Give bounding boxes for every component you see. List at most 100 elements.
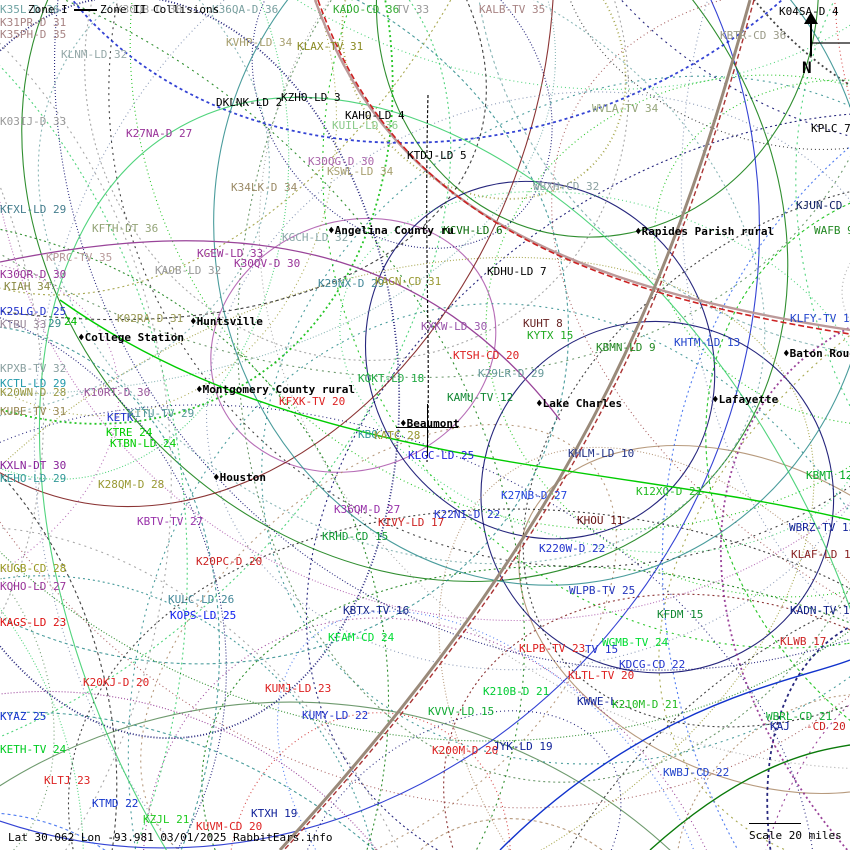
station-label: K30QB-D 30 [116,3,183,16]
station-label: WAFB 9 [814,224,850,237]
station-label: K30QR-D 30 [0,268,67,281]
station-label: K02RA-D 31 [117,312,184,325]
station-label: KETH-TV 24 [0,743,67,756]
station-label: KBTR-CD 36 [720,29,787,42]
station-label: KUVM-CD 20 [196,820,263,833]
station-label: KAGN-CD 31 [375,275,442,288]
station-label: KLFY-TV 10 [790,312,850,325]
station-label: K04SA-D 4 [779,5,839,18]
station-label: KGCH-LD 32 [282,231,349,244]
station-label: K34LK-D 34 [231,181,298,194]
city-marker: ♦Houston [213,471,266,484]
city-marker: ♦Beaumont [400,417,460,430]
north-arrow: N [768,10,838,80]
station-label: KBTX-TV 16 [343,604,410,617]
station-label: KADO-CD 36 [333,3,400,16]
station-label: WLPB-TV 25 [569,584,636,597]
station-label: KETK [107,411,134,424]
station-label: WBRZ-TV 13 [789,521,850,534]
station-label: K25LG-D 25 [0,305,67,318]
station-label: KLPB-TV 23 [519,642,586,655]
city-marker: ♦Rapides Parish rural [635,225,775,238]
city-marker: ♦Angelina County ru [328,224,454,237]
station-label: KGEW-LD 33 [197,247,264,260]
station-label: KFTH-DT 36 [92,222,159,235]
station-label: KATC 28 [374,429,421,442]
station-label: KLGC-LD 25 [408,449,475,462]
station-label: KIAH 34 [4,280,51,293]
station-label: KTRE 24 [106,426,153,439]
legend-line-sample [74,9,97,11]
station-label: WGMB-TV 24 [602,636,669,649]
station-label: K29LR-D 29 [478,367,545,380]
station-label: 24 [64,315,78,328]
station-label: DKLNK-LD 2 [216,96,283,109]
station-label: KIVY-LD 17 [378,516,445,529]
station-label: KTMD 22 [92,797,139,810]
station-label: K10RT-D 30 [84,386,151,399]
station-label: K36QM-D 27 [334,503,401,516]
station-label: K220W-D 22 [539,542,606,555]
station-label: K36QA-D 36 [212,3,279,16]
north-arrow-line [810,18,812,56]
station-label: KLTL-TV 20 [568,669,635,682]
station-label: K30QG-D 30 [308,155,375,168]
station-label: KAJ [770,720,790,733]
station-label: KLNM-LD 32 [61,48,128,61]
station-label: KYTX 15 [527,329,574,342]
station-label: KALB-TV 35 [479,3,546,16]
scale-label: Scale 20 miles [749,829,842,842]
station-label: K20WN-D 28 [0,386,67,399]
center-crosshair-icon [427,404,428,456]
station-label: KUMJ-LD 23 [265,682,332,695]
legend-zone2-label: Zone II Collisions [100,3,220,16]
station-label: KBQ [358,428,378,441]
city-marker: ♦Baton Rouge [783,347,850,360]
station-label: KUMY-LD 22 [302,709,369,722]
status-coordinates: Lat 30.062 Lon -93.981 03/01/2025 Rabbit… [8,831,333,844]
station-label: K29NX-D 29 [318,277,385,290]
station-label: KRHD-CD 15 [322,530,389,543]
legend-zone1-label: Zone I [28,3,68,16]
city-marker: ♦Montgomery County rural [196,383,355,396]
station-label: KLAF-LD 14 [791,548,850,561]
station-label: KITU-TV 29 [128,407,195,420]
station-label: K12XQ-D 21 [636,485,703,498]
station-label: KEHO-LD 29 [0,472,67,485]
station-label: KAGS-LD 23 [0,616,67,629]
station-label: KWBJ-CD 22 [663,766,730,779]
station-label: KZHO-LD 3 [281,91,341,104]
station-label: WBRL-CD 21 [766,710,833,723]
station-label: KPLC 7 [811,122,850,135]
station-label: KTBU 33 [0,318,47,331]
station-label: K20KJ-D 20 [83,676,150,689]
station-label: KVHP-LD 34 [226,36,293,49]
station-label: KQHO-LD 27 [0,580,67,593]
station-label: K20PC-D 20 [196,555,263,568]
station-label: KUGB-CD 28 [0,562,67,575]
station-label: KCTL-LD 29 [0,377,67,390]
station-label: KUIL-LD 36 [332,119,399,132]
station-label: K31PR-D 31 [0,16,67,29]
city-marker: ♦College Station [78,331,184,344]
station-label: KHTM-LD 13 [674,336,741,349]
station-label: KFXL-LD 29 [0,203,67,216]
station-label: KJUN-CD 7 [796,199,850,212]
station-label: KCVH-LD 6 [443,224,503,237]
station-label: KHLM-LD 10 [568,447,635,460]
city-marker: ♦Huntsville [190,315,263,328]
station-label: KFXK-TV 20 [279,395,346,408]
station-label: K200M-D 20 [432,744,499,757]
station-label: KPXB-TV 32 [0,362,67,375]
city-marker: ♦Lake Charles [536,397,623,410]
station-label: KDCG-CD 22 [619,658,686,671]
station-label: JYK-LD 19 [493,740,553,753]
station-label: KPRC-TV 35 [46,251,113,264]
station-label: K35PH-D 35 [0,28,67,41]
station-label: KBMT 12 [806,469,850,482]
station-label: KOPS-LD 25 [170,609,237,622]
station-label: KTXH 19 [251,807,298,820]
station-label: KTSH-CD 20 [453,349,520,362]
